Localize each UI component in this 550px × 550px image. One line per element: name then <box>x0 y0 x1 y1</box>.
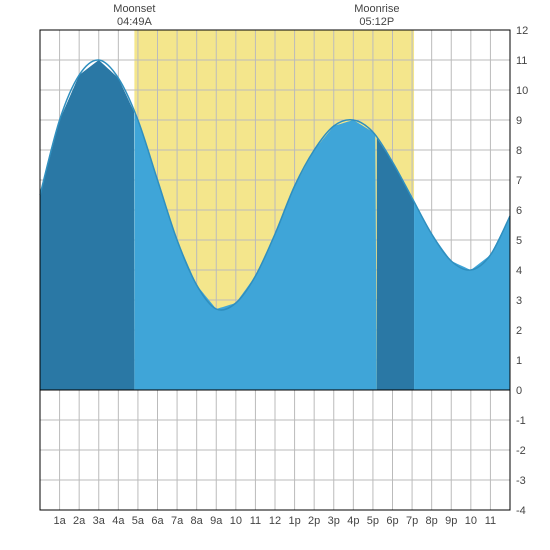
x-tick-label: 2p <box>308 515 320 527</box>
x-tick-label: 9p <box>445 515 457 527</box>
x-tick-label: 7a <box>171 515 184 527</box>
y-tick-label: 7 <box>516 175 522 187</box>
y-tick-label: 1 <box>516 355 522 367</box>
x-tick-label: 12 <box>269 515 281 527</box>
y-tick-label: 12 <box>516 25 528 37</box>
y-tick-label: 10 <box>516 85 528 97</box>
x-tick-label: 6p <box>386 515 398 527</box>
y-tick-label: 5 <box>516 235 522 247</box>
x-tick-label: 8p <box>426 515 438 527</box>
x-tick-label: 7p <box>406 515 418 527</box>
y-tick-label: -3 <box>516 475 526 487</box>
y-tick-label: -2 <box>516 445 526 457</box>
x-tick-label: 10 <box>230 515 242 527</box>
x-tick-label: 4p <box>347 515 359 527</box>
annotation-time: 04:49A <box>117 16 153 28</box>
chart-svg: -4-3-2-101234567891011121a2a3a4a5a6a7a8a… <box>0 0 550 550</box>
x-tick-label: 5a <box>132 515 145 527</box>
y-tick-label: 3 <box>516 295 522 307</box>
x-tick-label: 3a <box>93 515 106 527</box>
y-tick-label: 6 <box>516 205 522 217</box>
y-tick-label: 8 <box>516 145 522 157</box>
x-tick-label: 1p <box>288 515 300 527</box>
x-tick-label: 1a <box>53 515 66 527</box>
tide-chart: -4-3-2-101234567891011121a2a3a4a5a6a7a8a… <box>0 0 550 550</box>
annotation-time: 05:12P <box>359 16 394 28</box>
x-tick-label: 11 <box>485 515 496 527</box>
y-tick-label: 11 <box>516 55 527 67</box>
x-tick-label: 2a <box>73 515 86 527</box>
y-tick-label: 9 <box>516 115 522 127</box>
y-tick-label: -1 <box>516 415 526 427</box>
annotation-label: Moonset <box>113 3 155 15</box>
y-tick-label: -4 <box>516 505 526 517</box>
x-tick-label: 6a <box>151 515 164 527</box>
x-tick-label: 10 <box>465 515 477 527</box>
x-tick-label: 11 <box>250 515 261 527</box>
x-tick-label: 3p <box>328 515 340 527</box>
x-tick-label: 5p <box>367 515 379 527</box>
x-tick-label: 9a <box>210 515 223 527</box>
x-tick-label: 8a <box>191 515 204 527</box>
y-tick-label: 2 <box>516 325 522 337</box>
annotation-label: Moonrise <box>354 3 399 15</box>
y-tick-label: 4 <box>516 265 522 277</box>
x-tick-label: 4a <box>112 515 125 527</box>
y-tick-label: 0 <box>516 385 522 397</box>
